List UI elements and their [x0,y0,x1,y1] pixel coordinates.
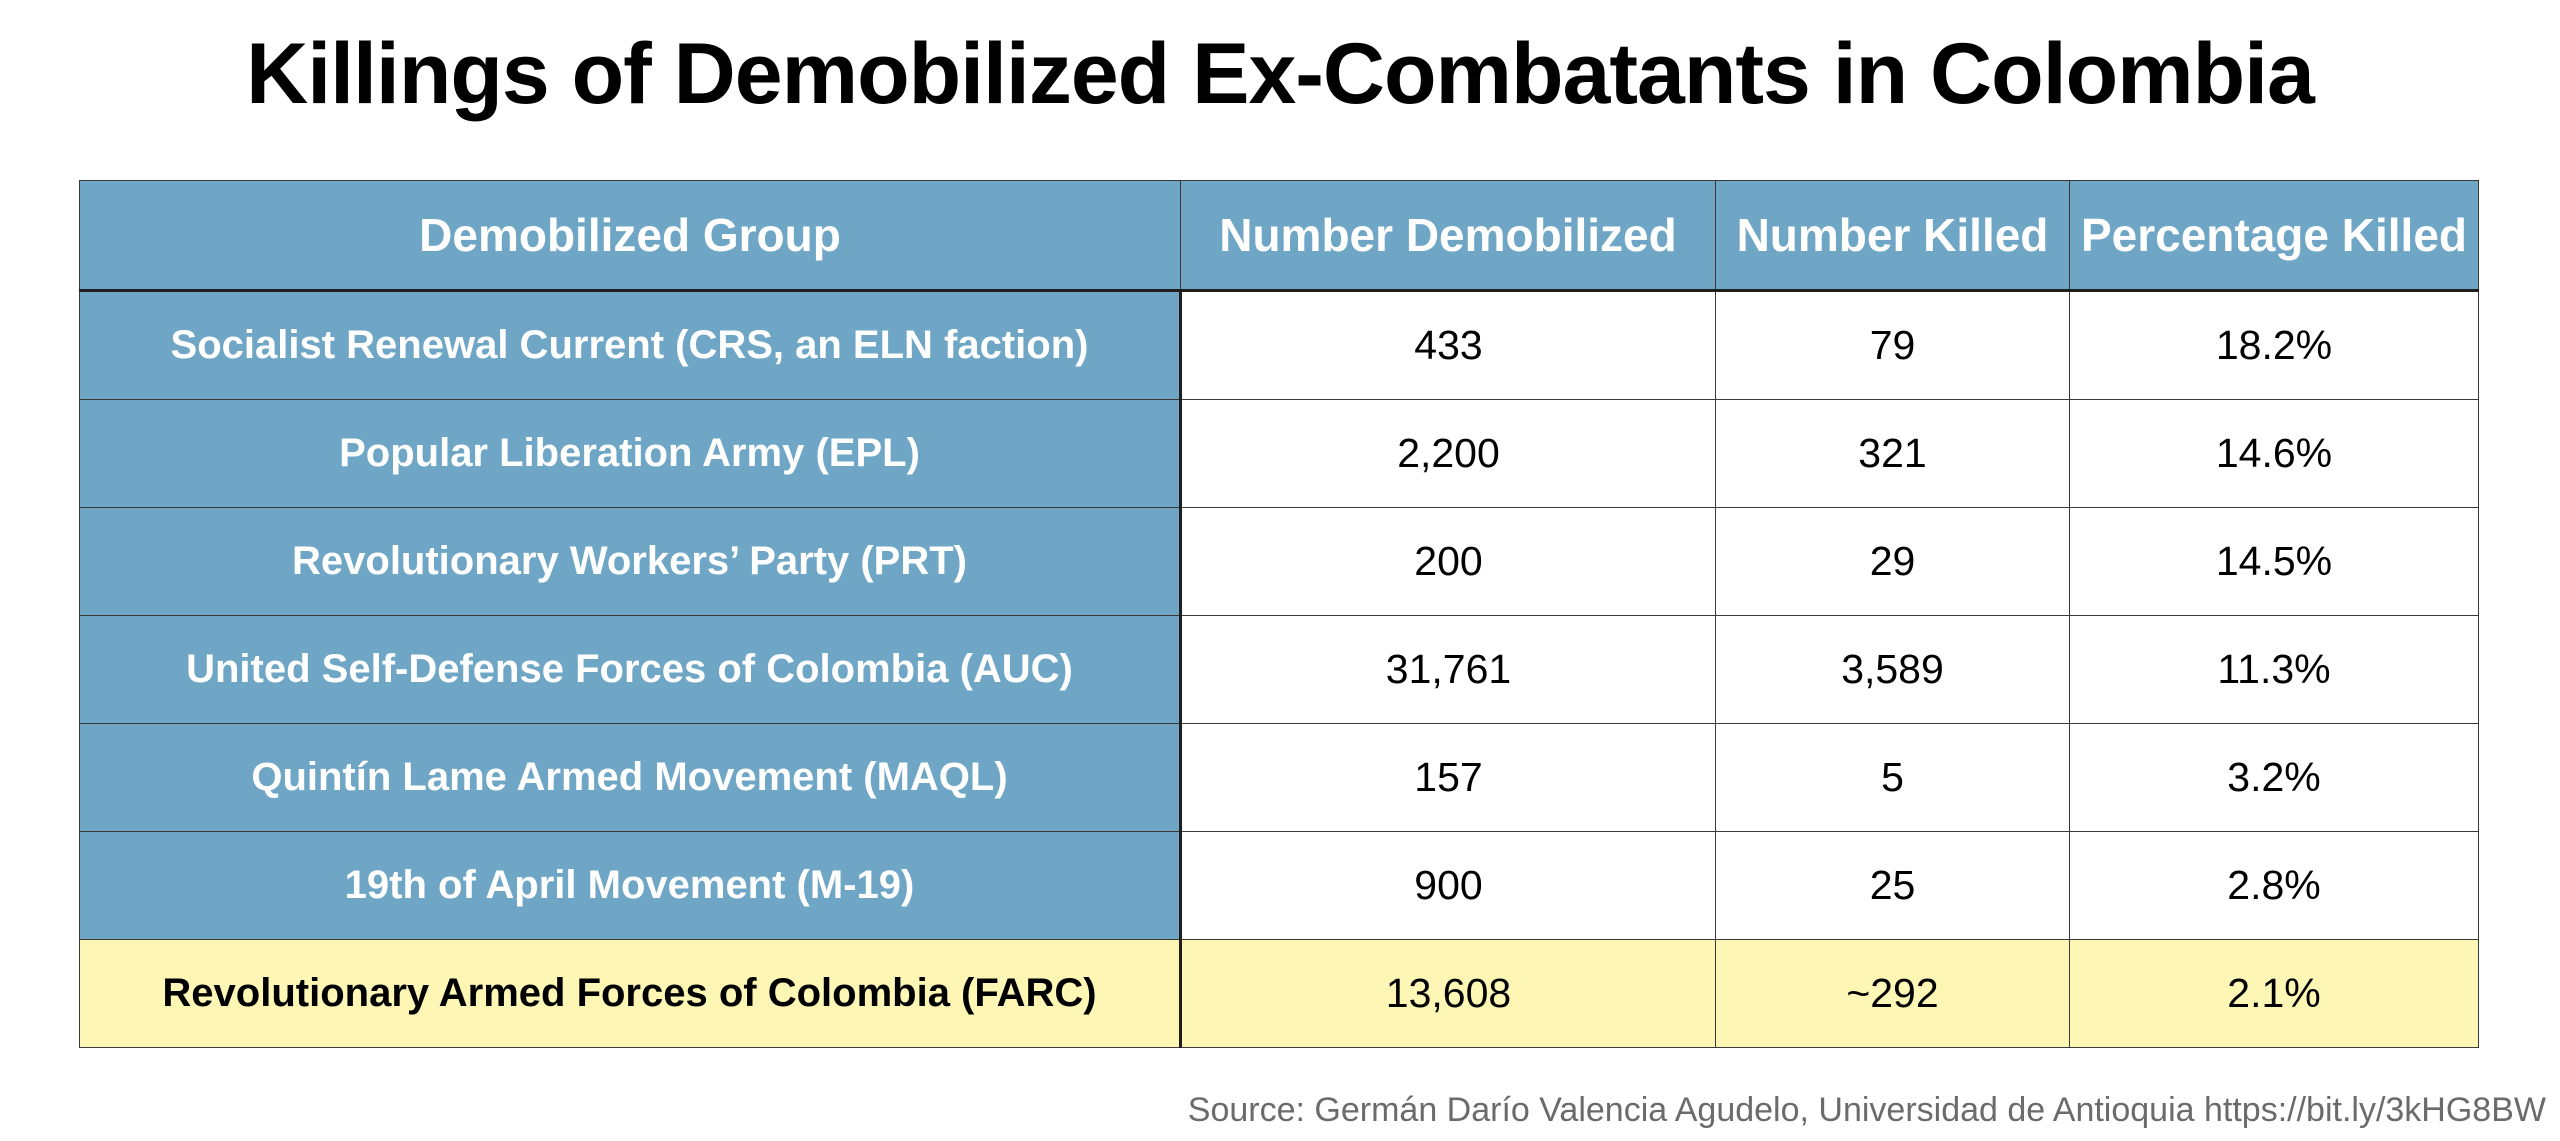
number-killed-cell: 3,589 [1715,615,2070,724]
group-name-cell: United Self-Defense Forces of Colombia (… [79,615,1182,724]
group-name-cell: 19th of April Movement (M-19) [79,831,1182,940]
killings-table: Demobilized Group Number Demobilized Num… [79,180,2479,1048]
percentage-killed-cell: 11.3% [2069,615,2479,724]
number-killed-cell: 25 [1715,831,2070,940]
number-demobilized-cell: 200 [1180,507,1716,616]
number-demobilized-cell: 31,761 [1180,615,1716,724]
chart-title: Killings of Demobilized Ex-Combatants in… [246,26,2315,122]
column-header-group: Demobilized Group [79,180,1181,292]
table-row: Popular Liberation Army (EPL) 2,200 321 … [79,399,2479,508]
table-row-highlighted: Revolutionary Armed Forces of Colombia (… [79,939,2479,1048]
column-header-demobilized: Number Demobilized [1180,180,1716,292]
group-name-cell: Revolutionary Armed Forces of Colombia (… [79,939,1182,1048]
number-demobilized-cell: 900 [1180,831,1716,940]
column-header-killed: Number Killed [1715,180,2070,292]
group-name-cell: Socialist Renewal Current (CRS, an ELN f… [79,290,1182,400]
percentage-killed-cell: 18.2% [2069,290,2479,400]
number-killed-cell: 29 [1715,507,2070,616]
table-row: 19th of April Movement (M-19) 900 25 2.8… [79,831,2479,940]
number-killed-cell: 321 [1715,399,2070,508]
table-header-row: Demobilized Group Number Demobilized Num… [79,180,2479,292]
group-name-cell: Popular Liberation Army (EPL) [79,399,1182,508]
number-demobilized-cell: 433 [1180,290,1716,400]
number-demobilized-cell: 157 [1180,723,1716,832]
percentage-killed-cell: 2.1% [2069,939,2479,1048]
number-killed-cell: 79 [1715,290,2070,400]
table-row: Socialist Renewal Current (CRS, an ELN f… [79,290,2479,400]
percentage-killed-cell: 14.6% [2069,399,2479,508]
number-killed-cell: ~292 [1715,939,2070,1048]
group-name-cell: Revolutionary Workers’ Party (PRT) [79,507,1182,616]
table-row: Quintín Lame Armed Movement (MAQL) 157 5… [79,723,2479,832]
number-demobilized-cell: 13,608 [1180,939,1716,1048]
number-demobilized-cell: 2,200 [1180,399,1716,508]
group-name-cell: Quintín Lame Armed Movement (MAQL) [79,723,1182,832]
percentage-killed-cell: 2.8% [2069,831,2479,940]
table-row: Revolutionary Workers’ Party (PRT) 200 2… [79,507,2479,616]
column-header-percentage: Percentage Killed [2069,180,2479,292]
source-note: Source: Germán Darío Valencia Agudelo, U… [1187,1091,2546,1129]
percentage-killed-cell: 14.5% [2069,507,2479,616]
table-row: United Self-Defense Forces of Colombia (… [79,615,2479,724]
number-killed-cell: 5 [1715,723,2070,832]
percentage-killed-cell: 3.2% [2069,723,2479,832]
